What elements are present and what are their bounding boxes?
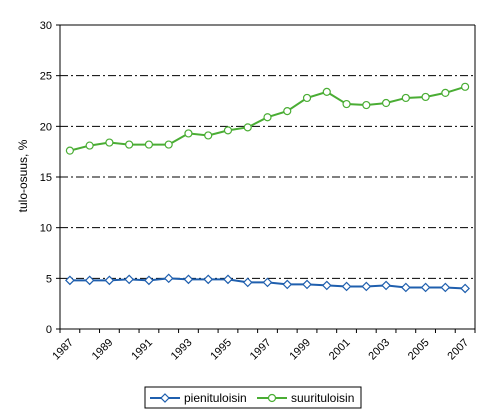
data-point-suurituloisin-2006	[441, 88, 450, 97]
x-tick-label-1995: 1995	[208, 337, 234, 363]
data-point-pienituloisin-2002	[361, 281, 372, 292]
y-axis-title: tulo-osuus, %	[16, 139, 30, 212]
data-point-pienituloisin-1998	[282, 279, 293, 290]
data-point-suurituloisin-1993	[184, 129, 193, 138]
x-tick-label-1997: 1997	[248, 337, 274, 363]
data-point-suurituloisin-2003	[381, 98, 391, 108]
data-point-suurituloisin-2005	[421, 92, 430, 102]
data-point-suurituloisin-1987	[65, 146, 74, 155]
x-tick-label-2003: 2003	[366, 337, 392, 363]
data-point-suurituloisin-1994	[204, 131, 213, 140]
data-point-pienituloisin-1999	[302, 279, 312, 290]
data-point-suurituloisin-1998	[283, 107, 292, 116]
x-tick-label-1989: 1989	[90, 337, 116, 363]
data-point-pienituloisin-1993	[183, 274, 194, 285]
data-point-suurituloisin-1996	[243, 123, 252, 132]
data-point-pienituloisin-2006	[440, 282, 451, 293]
legend-label-pienituloisin: pienituloisin	[184, 391, 247, 405]
data-point-pienituloisin-1992	[163, 273, 174, 284]
data-point-pienituloisin-1995	[223, 274, 233, 285]
x-tick-label-1991: 1991	[129, 337, 155, 363]
data-point-pienituloisin-1997	[262, 277, 273, 288]
legend: pienituloisin suurituloisin	[144, 386, 362, 409]
x-tick-label-1999: 1999	[287, 337, 313, 363]
data-point-pienituloisin-2000	[321, 280, 332, 291]
legend-marker-pienituloisin	[160, 393, 170, 403]
y-tick-label-25: 25	[40, 71, 52, 83]
data-point-pienituloisin-1987	[65, 275, 75, 286]
y-tick-label-30: 30	[40, 20, 52, 32]
y-tick-label-0: 0	[46, 324, 52, 336]
data-point-suurituloisin-2004	[401, 93, 410, 103]
data-point-suurituloisin-1988	[85, 141, 94, 150]
legend-label-suurituloisin: suurituloisin	[291, 391, 354, 405]
data-point-pienituloisin-1994	[203, 274, 214, 285]
tick-labels: 0 5 10 15 20 25 30 1987 1989 1991 1993 1995 1997 1999…	[40, 20, 471, 362]
x-tick-label-2005: 2005	[406, 337, 432, 363]
y-tick-label-5: 5	[46, 273, 52, 285]
data-point-suurituloisin-1989	[105, 138, 114, 147]
data-point-pienituloisin-1996	[242, 277, 253, 288]
data-point-suurituloisin-2002	[362, 100, 371, 110]
axes	[56, 24, 476, 333]
series-lines	[65, 82, 470, 294]
x-tick-label-2007: 2007	[445, 337, 471, 363]
data-point-suurituloisin-1991	[144, 140, 154, 149]
data-point-pienituloisin-1988	[84, 275, 95, 286]
data-point-pienituloisin-2003	[381, 280, 391, 291]
data-point-pienituloisin-2007	[460, 283, 470, 294]
data-point-suurituloisin-1990	[125, 140, 134, 149]
legend-box	[144, 386, 362, 409]
data-point-suurituloisin-2001	[342, 99, 351, 109]
y-tick-label-10: 10	[40, 223, 52, 235]
data-point-suurituloisin-1995	[223, 126, 233, 135]
data-point-pienituloisin-1990	[124, 274, 135, 285]
data-point-pienituloisin-2005	[420, 282, 431, 293]
y-tick-label-20: 20	[40, 121, 52, 133]
y-tick-label-15: 15	[40, 172, 52, 184]
data-point-pienituloisin-1989	[104, 275, 115, 286]
data-point-suurituloisin-2007	[461, 82, 470, 91]
x-tick-label-1993: 1993	[169, 337, 195, 363]
data-point-suurituloisin-1997	[263, 113, 272, 122]
data-point-suurituloisin-2000	[322, 87, 331, 96]
legend-marker-suurituloisin	[267, 393, 277, 403]
data-point-suurituloisin-1992	[164, 140, 173, 149]
data-point-pienituloisin-2004	[400, 282, 411, 293]
grid-lines	[60, 24, 475, 279]
data-point-pienituloisin-1991	[144, 275, 154, 286]
x-tick-label-1987: 1987	[50, 337, 76, 363]
data-point-suurituloisin-1999	[302, 93, 312, 103]
x-tick-label-2001: 2001	[327, 337, 353, 363]
data-point-pienituloisin-2001	[341, 281, 352, 292]
